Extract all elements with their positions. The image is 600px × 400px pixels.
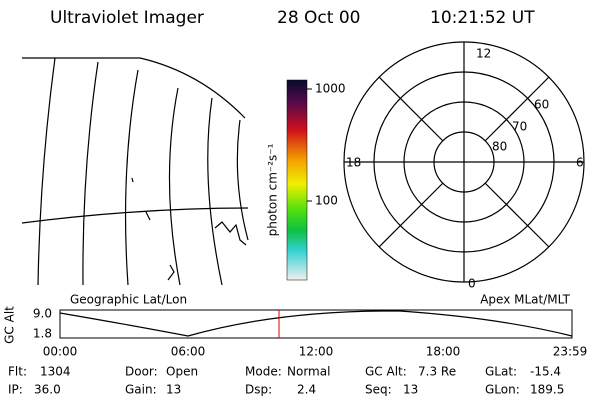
altitude-curve xyxy=(59,310,573,337)
mlat-label: 60 xyxy=(534,98,549,112)
mlat-label: 70 xyxy=(512,120,527,134)
colorbar-tick-label: 1000 xyxy=(315,82,346,96)
mlat-label: 80 xyxy=(492,140,507,154)
field-label: GLon: xyxy=(485,383,520,397)
field-value: 7.3 Re xyxy=(418,365,456,379)
map-border xyxy=(22,57,246,119)
timeline-y-label: GC Alt xyxy=(3,306,17,344)
mlt-label: 18 xyxy=(346,156,361,170)
mlt-label: 0 xyxy=(468,277,476,291)
field-label: IP: xyxy=(8,383,23,397)
field-label: Mode: xyxy=(245,365,282,379)
field-value: 13 xyxy=(166,383,181,397)
field-label: Door: xyxy=(125,365,158,379)
field-label: Dsp: xyxy=(245,383,272,397)
colorbar-label: photon cm⁻²s⁻¹ xyxy=(266,143,280,236)
time: 10:21:52 UT xyxy=(430,8,535,28)
coastline xyxy=(214,221,247,246)
field-value: 1304 xyxy=(40,365,71,379)
mlt-label: 12 xyxy=(476,47,491,61)
timeline-y-tick: 1.8 xyxy=(33,327,52,341)
map xyxy=(21,57,249,286)
field-label: GC Alt: xyxy=(365,365,407,379)
field-label: Gain: xyxy=(125,383,157,397)
colorbar-tick-label: 100 xyxy=(315,194,338,208)
meridian xyxy=(82,61,99,286)
timeline-left-title: Geographic Lat/Lon xyxy=(70,293,187,307)
meridian xyxy=(168,87,181,286)
polar-grid xyxy=(343,41,585,283)
field-label: GLat: xyxy=(485,365,517,379)
field-value: 2.4 xyxy=(297,383,316,397)
timeline-x-tick: 00:00 xyxy=(43,345,78,359)
equator-line xyxy=(21,207,249,224)
timeline-x-tick: 23:59 xyxy=(553,345,588,359)
field-value: 36.0 xyxy=(34,383,61,397)
coastline xyxy=(131,177,175,281)
field-value: 189.5 xyxy=(530,383,564,397)
timeline-frame xyxy=(59,309,573,339)
field-label: Flt: xyxy=(8,365,27,379)
mlt-label: 6 xyxy=(576,156,584,170)
field-value: -15.4 xyxy=(530,365,561,379)
field-value: Open xyxy=(166,365,198,379)
field-value: Normal xyxy=(287,365,330,379)
timeline-y-tick: 9.0 xyxy=(33,307,52,321)
meridian xyxy=(124,69,139,286)
timeline-right-title: Apex MLat/MLT xyxy=(480,293,570,307)
meridian xyxy=(207,97,223,286)
polar-diagonal xyxy=(378,182,444,248)
timeline-x-tick: 18:00 xyxy=(426,345,461,359)
meridian xyxy=(37,57,56,286)
timeline-x-tick: 12:00 xyxy=(299,345,334,359)
colorbar xyxy=(286,79,308,281)
meridian xyxy=(236,119,249,241)
polar-diagonal xyxy=(484,182,550,248)
field-label: Seq: xyxy=(365,383,392,397)
polar-diagonal xyxy=(484,76,550,142)
title: Ultraviolet Imager xyxy=(50,8,204,28)
timeline-x-tick: 06:00 xyxy=(171,345,206,359)
date: 28 Oct 00 xyxy=(277,8,360,28)
polar-diagonal xyxy=(378,76,444,142)
field-value: 13 xyxy=(403,383,418,397)
